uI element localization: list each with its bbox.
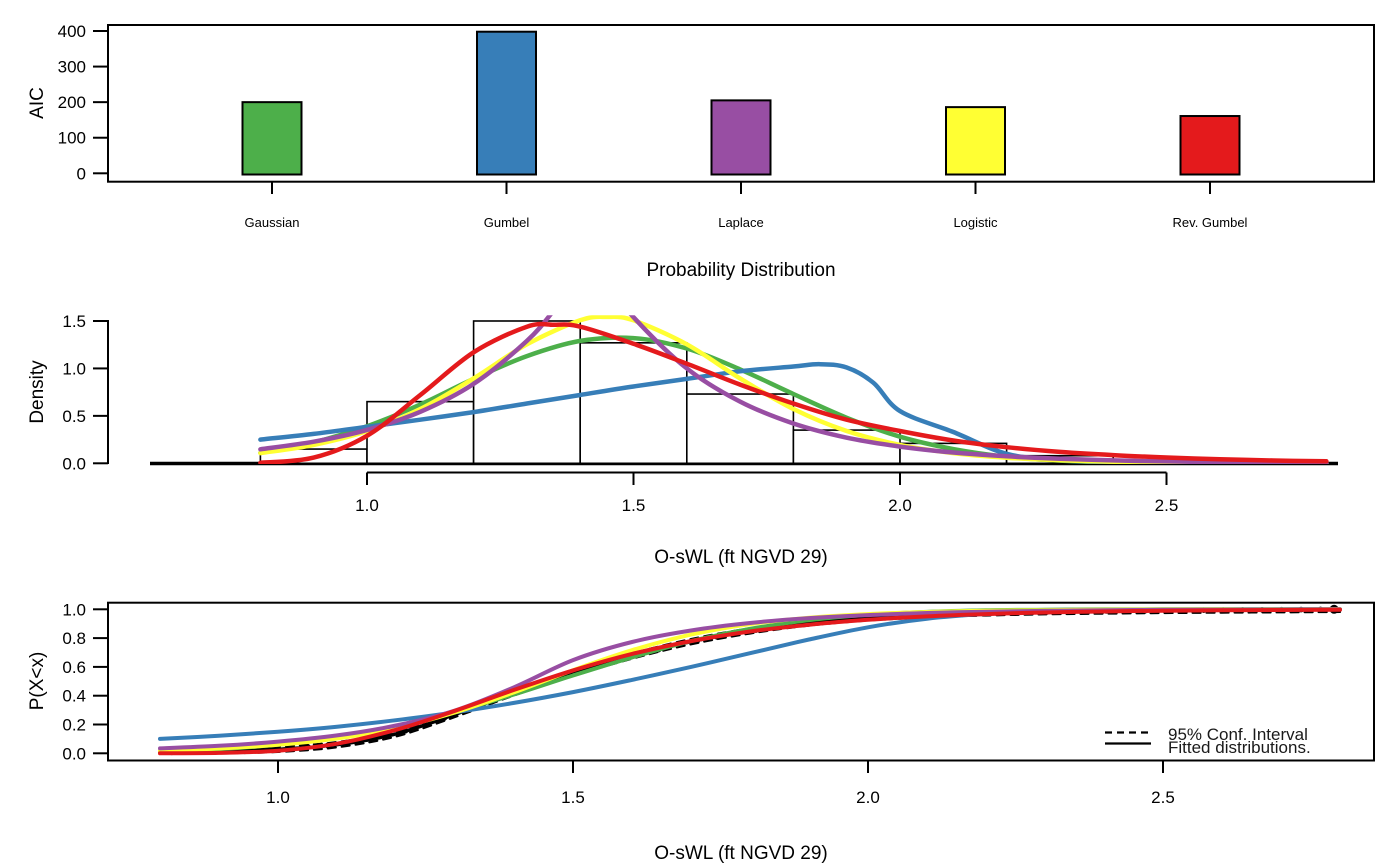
top-x-axis: Gaussian Gumbel Laplace Logistic Rev. Gumbel [245,181,1248,230]
y-tick-label: 0 [77,164,86,183]
x-tick-label: 1.0 [266,788,290,807]
y-tick-label: 0.0 [62,744,86,763]
y-tick-label: 200 [58,93,86,112]
top-y-axis-title: AIC [27,87,48,119]
category-label-rev-gumbel: Rev. Gumbel [1173,215,1248,230]
aic-bars [241,30,1241,176]
bar-gumbel [476,30,537,176]
y-tick-label: 1.0 [62,359,86,378]
middle-y-axis-title: Density [27,360,48,424]
x-tick-label: 2.5 [1151,788,1175,807]
x-tick-label: 1.0 [355,496,379,515]
bar-logistic [945,106,1006,176]
top-y-axis: 0 100 200 300 400 [58,22,108,183]
bottom-plot-box [107,601,1375,762]
histogram-bar [579,342,688,465]
bottom-x-axis: 1.0 1.5 2.0 2.5 [266,760,1175,807]
y-tick-label: 0.4 [62,687,86,706]
bar-rev-gumbel [1179,115,1241,176]
middle-x-axis-title: O-sWL (ft NGVD 29) [654,547,828,568]
aic-bar-chart-panel: 0 100 200 300 400 Gaussian Gumbel Laplace Logist… [58,22,1375,230]
bar-laplace [710,99,772,176]
density-histogram-panel: 0.0 0.5 1.0 1.5 1.0 1.5 2.0 2.5 [62,312,1338,515]
category-label-laplace: Laplace [718,215,764,230]
y-tick-label: 100 [58,129,86,148]
y-tick-label: 0.8 [62,629,86,648]
x-tick-label: 2.0 [888,496,912,515]
y-tick-label: 0.5 [62,407,86,426]
category-label-logistic: Logistic [953,215,998,230]
x-tick-label: 2.5 [1155,496,1179,515]
y-tick-label: 0.2 [62,716,86,735]
y-tick-label: 400 [58,22,86,41]
legend [1105,731,1151,745]
cdf-panel: 0.0 0.2 0.4 0.6 0.8 1.0 1.0 1.5 2.0 2.5 [62,600,1375,807]
histogram-bar [792,429,901,465]
x-tick-label: 2.0 [856,788,880,807]
middle-x-axis: 1.0 1.5 2.0 2.5 [355,471,1179,515]
density-curve-rev-gumbel [258,321,1329,464]
bar-gaussian [241,101,303,176]
y-tick-label: 300 [58,58,86,77]
y-tick-label: 1.5 [62,312,86,331]
cdf-curve-rev-gumbel [158,607,1342,756]
y-tick-label: 0.6 [62,658,86,677]
middle-y-axis: 0.0 0.5 1.0 1.5 [62,312,109,473]
fitted-cdf-curves [158,607,1342,756]
top-x-axis-title: Probability Distribution [646,260,836,281]
category-label-gaussian: Gaussian [245,215,300,230]
density-curve-laplace [258,315,1329,464]
bottom-y-axis: 0.0 0.2 0.4 0.6 0.8 1.0 [62,600,108,763]
histogram-bar [685,393,795,465]
x-tick-label: 1.5 [622,496,646,515]
legend-label-conf-interval: 95% Conf. Interval [1168,725,1308,744]
y-tick-label: 1.0 [62,600,86,619]
y-tick-label: 0.0 [62,454,86,473]
bottom-x-axis-title: O-sWL (ft NGVD 29) [654,843,828,864]
density-curves [258,315,1329,464]
bottom-y-axis-title: P(X<x) [27,651,48,711]
legend-label-fitted: Fitted distributions. [1168,738,1311,757]
x-tick-label: 1.5 [561,788,585,807]
category-label-gumbel: Gumbel [484,215,530,230]
